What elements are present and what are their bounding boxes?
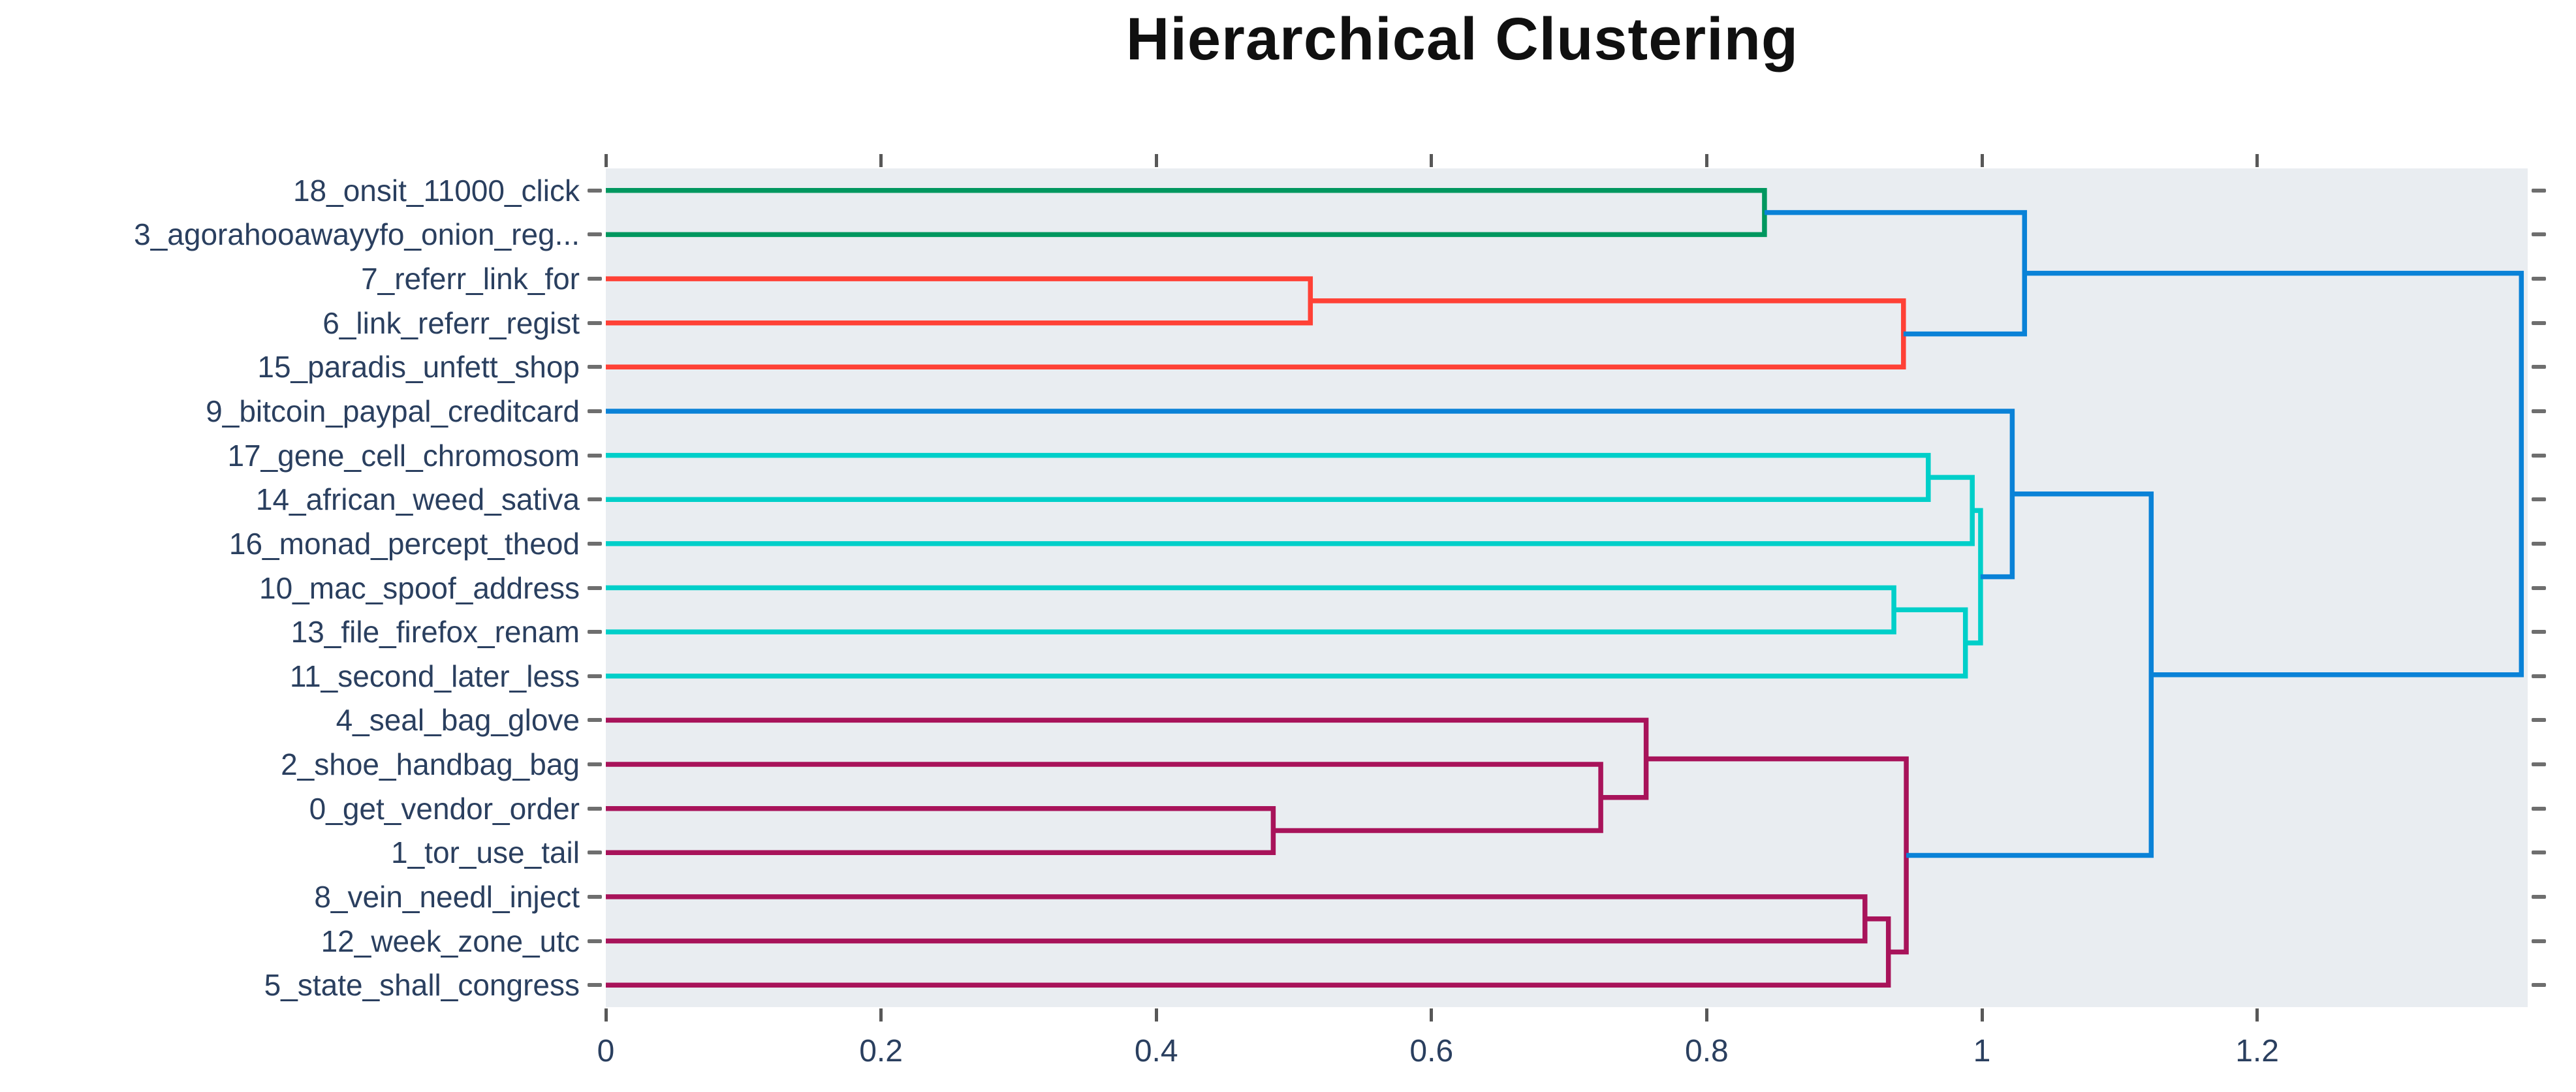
dendrogram-link-(8,12)+5[interactable] xyxy=(606,916,1891,988)
y-axis-label: 1_tor_use_tail xyxy=(391,835,580,870)
x-axis-tick-top xyxy=(1154,154,1158,167)
y-axis-label: 18_onsit_11000_click xyxy=(292,173,580,208)
y-axis-tick-right xyxy=(2532,674,2546,678)
y-axis-tick-right xyxy=(2532,365,2546,369)
x-axis-tick-label: 0.6 xyxy=(1409,1034,1454,1069)
y-axis-tick-left xyxy=(588,497,602,502)
dendrogram-link-18+3[interactable] xyxy=(606,188,1767,238)
y-axis-tick-right xyxy=(2532,320,2546,325)
y-axis-tick-right xyxy=(2532,585,2546,590)
x-axis-tick-top xyxy=(2255,154,2259,167)
x-axis-tick-label: 0 xyxy=(597,1034,615,1069)
dendrogram-link-root[interactable] xyxy=(2024,270,2524,678)
y-axis-tick-left xyxy=(588,630,602,634)
y-axis-tick-left xyxy=(588,277,602,281)
x-axis-tick-bottom xyxy=(1154,1008,1158,1022)
x-axis-tick-bottom xyxy=(604,1008,608,1022)
y-axis-label: 15_paradis_unfett_shop xyxy=(257,350,580,384)
y-axis-tick-left xyxy=(588,939,602,943)
y-axis-tick-left xyxy=(588,541,602,546)
y-axis-tick-left xyxy=(588,320,602,325)
y-axis-tick-right xyxy=(2532,188,2546,193)
y-axis-label: 4_seal_bag_glove xyxy=(336,703,580,738)
dendrogram-link-7+6[interactable] xyxy=(606,276,1313,326)
y-axis-label: 14_african_weed_sativa xyxy=(255,482,580,517)
dendrogram-link-(7,6)+15[interactable] xyxy=(606,298,1906,370)
y-axis-label: 17_gene_cell_chromosom xyxy=(227,438,580,473)
y-axis-tick-left xyxy=(588,806,602,811)
y-axis-tick-left xyxy=(588,453,602,458)
y-axis-label: 16_monad_percept_theod xyxy=(228,526,580,561)
y-axis-tick-right xyxy=(2532,762,2546,767)
y-axis-tick-right xyxy=(2532,983,2546,988)
x-axis-tick-bottom xyxy=(1430,1008,1434,1022)
y-axis-label: 3_agorahooawayyfo_onion_reg... xyxy=(134,217,580,252)
y-axis-tick-left xyxy=(588,365,602,369)
x-axis-tick-top xyxy=(1980,154,1984,167)
dendrogram-link-9+cyan[interactable] xyxy=(606,409,2015,580)
x-axis-tick-label: 0.4 xyxy=(1134,1034,1178,1069)
dendrogram-link-8+12[interactable] xyxy=(606,894,1868,944)
y-axis-tick-left xyxy=(588,762,602,767)
dendrogram-link-10+13[interactable] xyxy=(606,585,1896,634)
y-axis-tick-right xyxy=(2532,894,2546,899)
y-axis-label: 13_file_firefox_renam xyxy=(291,615,580,649)
y-axis-tick-right xyxy=(2532,850,2546,855)
y-axis-tick-right xyxy=(2532,630,2546,634)
y-axis-tick-right xyxy=(2532,806,2546,811)
y-axis-label: 8_vein_needl_inject xyxy=(314,879,580,914)
y-axis-tick-left xyxy=(588,188,602,193)
y-axis-tick-right xyxy=(2532,277,2546,281)
y-axis-tick-left xyxy=(588,674,602,678)
y-axis-label: 6_link_referr_regist xyxy=(322,305,580,340)
dendrogram-link-4+(2,0,1)[interactable] xyxy=(606,717,1649,800)
dendrogram-link-2+(0,1)[interactable] xyxy=(606,762,1603,834)
y-axis-tick-left xyxy=(588,232,602,237)
dendrogram-link-green+red[interactable] xyxy=(1764,210,2028,337)
y-axis-tick-right xyxy=(2532,232,2546,237)
y-axis-tick-left xyxy=(588,718,602,723)
x-axis-tick-label: 0.8 xyxy=(1685,1034,1729,1069)
y-axis-tick-left xyxy=(588,409,602,413)
x-axis-tick-bottom xyxy=(1980,1008,1984,1022)
x-axis-tick-top xyxy=(1704,154,1708,167)
x-axis-tick-label: 1 xyxy=(1973,1034,1991,1069)
dendrogram-link-0+1[interactable] xyxy=(606,805,1276,856)
y-axis-tick-right xyxy=(2532,718,2546,723)
x-axis-tick-bottom xyxy=(879,1008,883,1022)
dendrogram-link-(10,13)+11[interactable] xyxy=(606,607,1968,679)
y-axis-label: 11_second_later_less xyxy=(289,659,580,693)
y-axis-tick-left xyxy=(588,585,602,590)
x-axis-tick-top xyxy=(879,154,883,167)
x-axis-tick-bottom xyxy=(1704,1008,1708,1022)
y-axis-tick-right xyxy=(2532,541,2546,546)
y-axis-label: 0_get_vendor_order xyxy=(309,791,580,826)
dendrogram-links xyxy=(606,188,2524,988)
x-axis-tick-label: 1.2 xyxy=(2235,1034,2279,1069)
x-axis-tick-top xyxy=(1430,154,1434,167)
dendrogram-link-(17,14)+16[interactable] xyxy=(606,475,1975,546)
y-axis-tick-left xyxy=(588,983,602,988)
x-axis-tick-bottom xyxy=(2255,1008,2259,1022)
y-axis-label: 12_week_zone_utc xyxy=(321,924,580,958)
y-axis-tick-left xyxy=(588,850,602,855)
y-axis-tick-right xyxy=(2532,453,2546,458)
dendrogram-link-17+14[interactable] xyxy=(606,452,1931,502)
chart-title: Hierarchical Clustering xyxy=(1125,6,1799,72)
y-axis-label: 9_bitcoin_paypal_creditcard xyxy=(206,394,580,428)
y-axis-tick-right xyxy=(2532,497,2546,502)
y-axis-label: 10_mac_spoof_address xyxy=(259,570,580,605)
y-axis-label: 2_shoe_handbag_bag xyxy=(281,747,580,782)
y-axis-label: 5_state_shall_congress xyxy=(264,968,580,1003)
x-axis-tick-top xyxy=(604,154,608,167)
y-axis-label: 7_referr_link_for xyxy=(361,262,580,296)
x-axis-tick-label: 0.2 xyxy=(859,1034,903,1069)
y-axis-tick-right xyxy=(2532,939,2546,943)
y-axis-tick-left xyxy=(588,894,602,899)
y-axis-tick-right xyxy=(2532,409,2546,413)
